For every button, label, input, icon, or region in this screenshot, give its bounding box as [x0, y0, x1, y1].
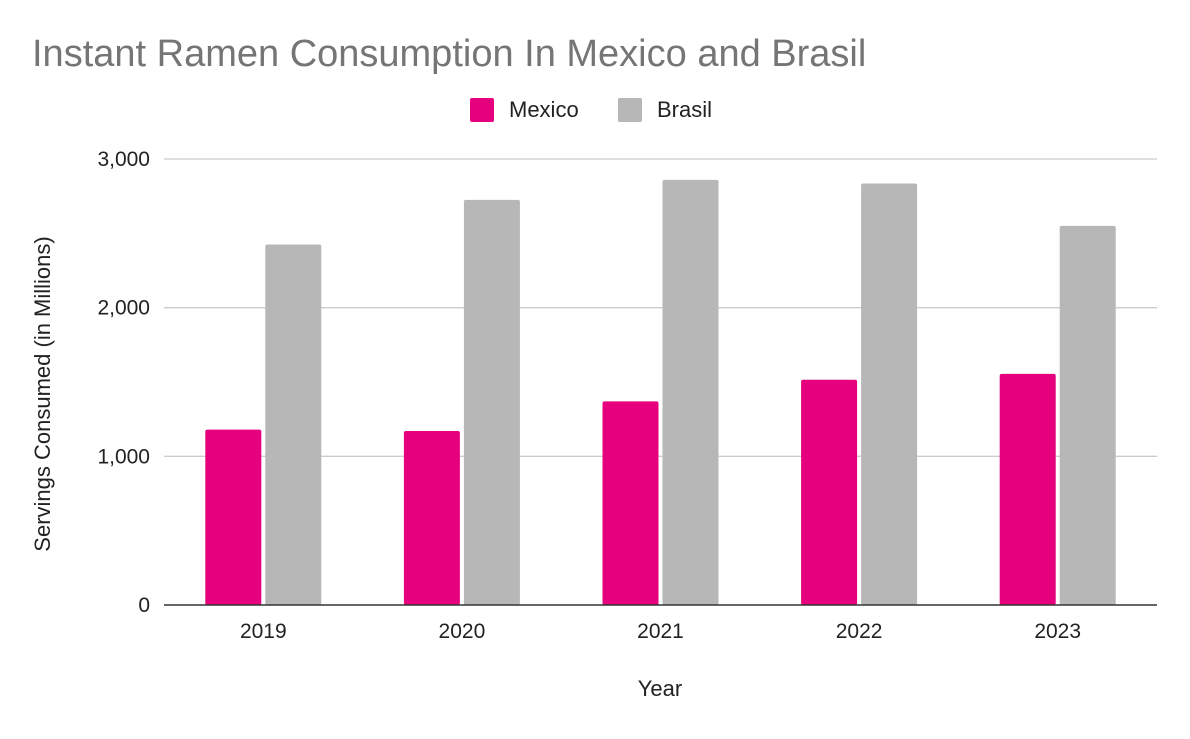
- chart-title: Instant Ramen Consumption In Mexico and …: [32, 33, 866, 75]
- legend-label-mexico: Mexico: [509, 97, 579, 122]
- bar-brasil-2021: [662, 179, 719, 605]
- y-axis-title: Servings Consumed (in Millions): [30, 236, 55, 551]
- x-tick-label: 2023: [1034, 620, 1081, 643]
- y-tick-label: 2,000: [97, 297, 150, 320]
- gridlines: [164, 158, 1157, 457]
- bar-mexico-2020: [403, 431, 460, 605]
- bar-mexico-2022: [801, 379, 858, 605]
- bar-brasil-2023: [1059, 225, 1116, 605]
- y-tick-label: 1,000: [97, 445, 150, 468]
- y-tick-label: 3,000: [97, 148, 150, 171]
- x-tick-label: 2022: [836, 620, 883, 643]
- legend-label-brasil: Brasil: [657, 97, 712, 122]
- x-axis-ticks: 2019 2020 2021 2022 2023: [164, 604, 1157, 643]
- bar-mexico-2021: [602, 401, 659, 605]
- legend-swatch-brasil: [618, 98, 642, 122]
- y-tick-label: 0: [138, 594, 150, 617]
- bar-brasil-2022: [861, 183, 918, 605]
- bar-brasil-2020: [463, 199, 520, 605]
- x-tick-label: 2021: [637, 620, 684, 643]
- bar-mexico-2023: [999, 373, 1056, 605]
- legend-swatch-mexico: [470, 98, 494, 122]
- bar-mexico-2019: [205, 429, 262, 605]
- bars: [205, 179, 1116, 605]
- legend: Mexico Brasil: [470, 97, 712, 122]
- y-axis-ticks: 0 1,000 2,000 3,000: [97, 148, 150, 617]
- x-tick-label: 2019: [240, 620, 287, 643]
- x-tick-label: 2020: [439, 620, 486, 643]
- x-axis-title: Year: [638, 676, 682, 701]
- bar-brasil-2019: [265, 244, 322, 605]
